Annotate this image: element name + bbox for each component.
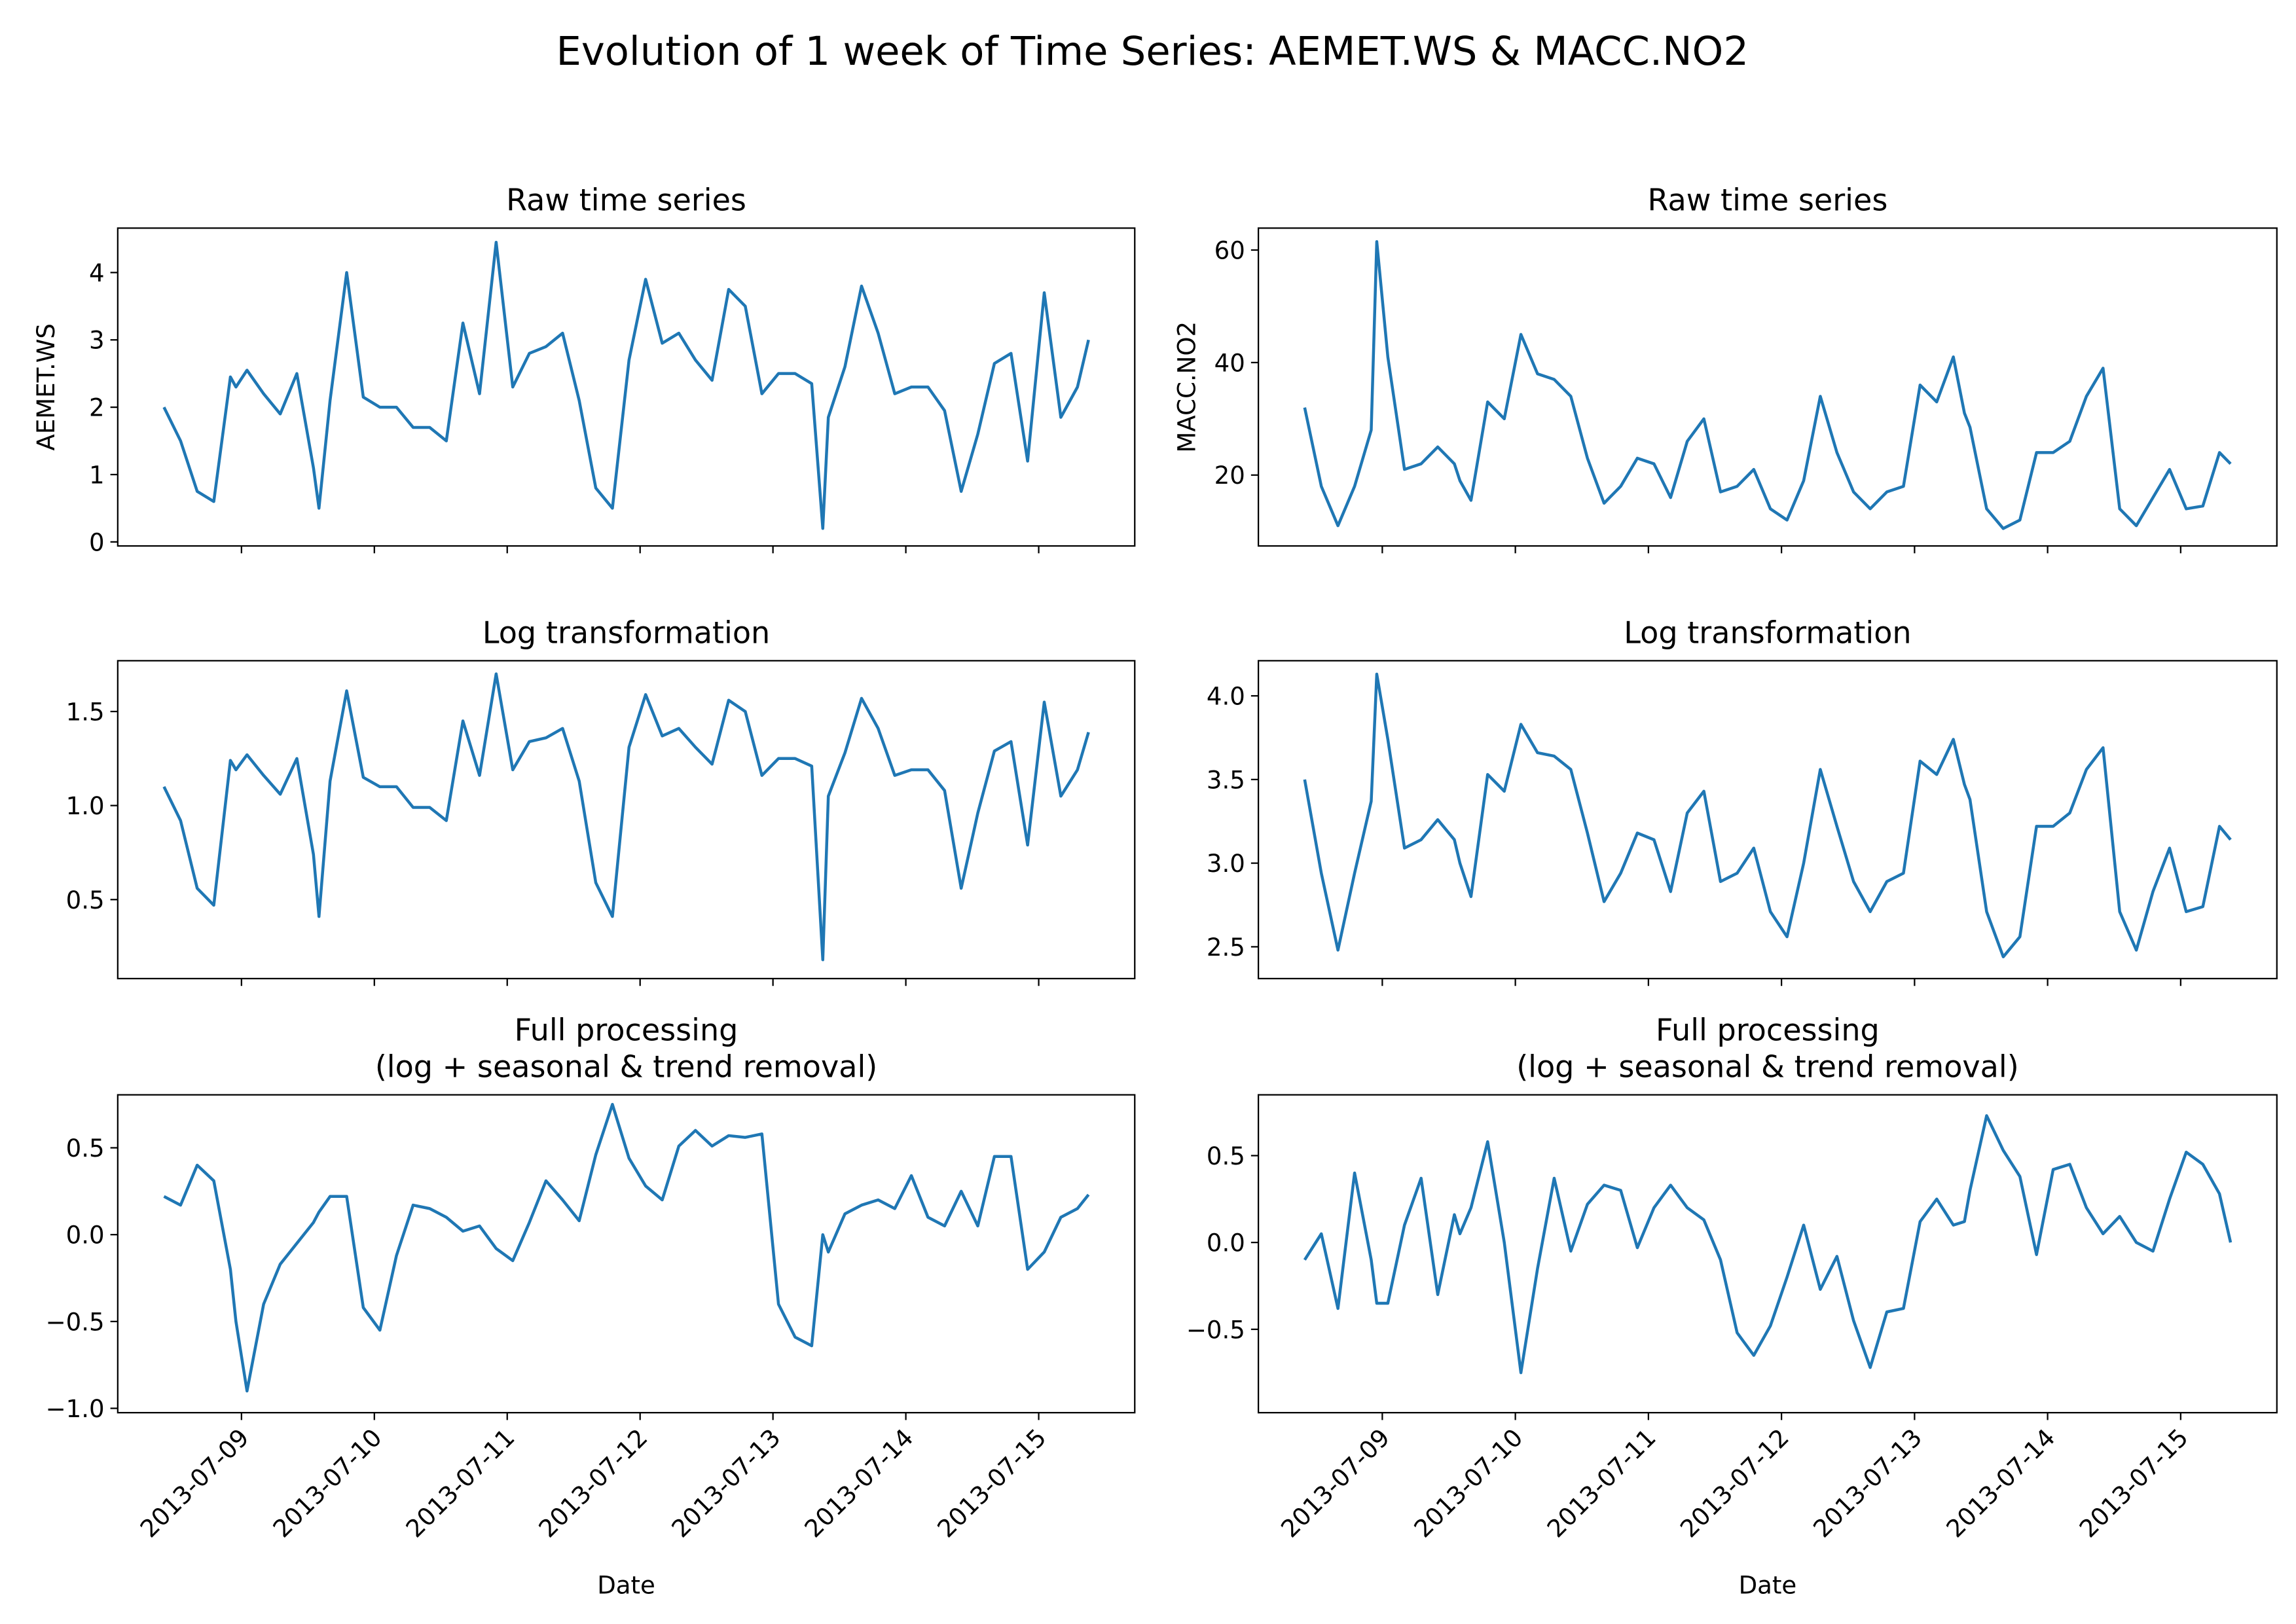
subplot-title: Raw time series	[506, 182, 746, 217]
x-tick-label: 2013-07-13	[666, 1424, 786, 1543]
y-tick-label: 20	[1214, 461, 1245, 490]
x-tick-label: 2013-07-10	[1409, 1424, 1529, 1543]
axes-frame	[1257, 1094, 2278, 1414]
y-tick-label: 4.0	[1207, 683, 1245, 711]
subplot-title: Full processing	[515, 1012, 738, 1047]
x-tick-label: 2013-07-14	[1941, 1424, 2061, 1543]
x-tick-label: 2013-07-14	[799, 1424, 919, 1543]
y-tick-label: 1.5	[66, 698, 105, 726]
y-tick-label: 40	[1214, 349, 1245, 377]
y-tick-label: −0.5	[1186, 1316, 1245, 1344]
axes-frame	[1257, 660, 2278, 980]
y-tick-label: 0.5	[66, 886, 105, 914]
y-tick-label: −0.5	[46, 1308, 105, 1336]
x-axis-label: Date	[1739, 1572, 1797, 1600]
x-axis-label: Date	[597, 1572, 655, 1600]
x-tick-label: 2013-07-11	[1542, 1424, 1662, 1543]
y-tick-label: −1.0	[46, 1395, 105, 1423]
subplot-title: Full processing	[1656, 1012, 1880, 1047]
y-tick-label: 1.0	[66, 792, 105, 820]
subplot-title: Log transformation	[483, 615, 770, 650]
y-tick-label: 4	[89, 259, 105, 287]
y-tick-label: 0.5	[1207, 1142, 1245, 1170]
axes-frame	[1257, 227, 2278, 547]
y-tick-label: 3	[89, 327, 105, 355]
x-tick-label: 2013-07-12	[1675, 1424, 1795, 1543]
x-tick-label: 2013-07-13	[1808, 1424, 1927, 1543]
axes-frame	[117, 660, 1136, 980]
data-line	[1303, 1114, 2232, 1375]
data-line	[1303, 672, 2232, 959]
y-tick-label: 2	[89, 394, 105, 422]
x-tick-label: 2013-07-10	[268, 1424, 388, 1543]
y-tick-label: 0	[89, 528, 105, 556]
x-tick-label: 2013-07-12	[534, 1424, 653, 1543]
x-tick-label: 2013-07-11	[401, 1424, 520, 1543]
data-line	[162, 672, 1090, 962]
subplot-title: Raw time series	[1648, 182, 1888, 217]
x-tick-label: 2013-07-09	[1275, 1424, 1395, 1543]
data-line	[1303, 240, 2232, 530]
x-tick-label: 2013-07-09	[135, 1424, 255, 1543]
subplot-title: (log + seasonal & trend removal)	[1516, 1049, 2018, 1085]
y-tick-label: 60	[1214, 236, 1245, 264]
data-line	[162, 240, 1090, 530]
subplot-title: (log + seasonal & trend removal)	[375, 1049, 877, 1085]
y-tick-label: 0.0	[66, 1221, 105, 1250]
axes-frame	[117, 1094, 1136, 1414]
y-axis-label: AEMET.WS	[32, 323, 60, 450]
x-tick-label: 2013-07-15	[2074, 1424, 2194, 1543]
y-tick-label: 1	[89, 461, 105, 489]
x-tick-label: 2013-07-15	[932, 1424, 1052, 1543]
y-tick-label: 2.5	[1207, 933, 1245, 962]
y-tick-label: 0.5	[66, 1134, 105, 1163]
y-tick-label: 3.0	[1207, 850, 1245, 878]
y-tick-label: 0.0	[1207, 1229, 1245, 1257]
y-tick-label: 3.5	[1207, 766, 1245, 794]
axes-frame	[117, 227, 1136, 547]
y-axis-label: MACC.NO2	[1173, 321, 1201, 453]
figure-title: Evolution of 1 week of Time Series: AEME…	[556, 29, 1749, 75]
subplot-title: Log transformation	[1624, 615, 1911, 650]
data-line	[163, 1102, 1090, 1393]
